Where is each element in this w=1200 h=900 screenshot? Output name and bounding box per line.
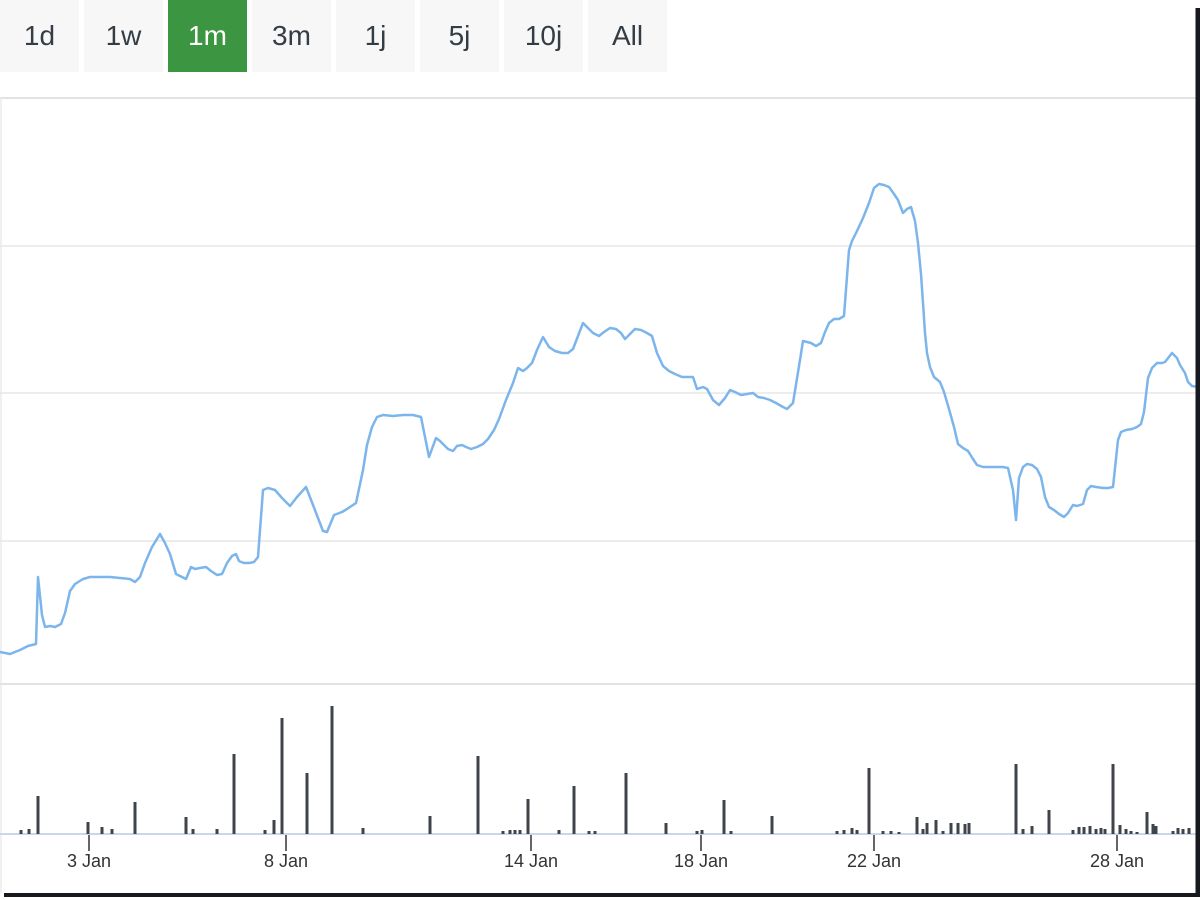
volume-bar xyxy=(593,831,597,834)
volume-bar xyxy=(508,830,512,834)
time-range-selector: 1d 1w 1m 3m 1j 5j 10j All xyxy=(0,0,667,72)
volume-bar xyxy=(842,830,846,834)
volume-bar xyxy=(1118,825,1122,834)
volume-bar xyxy=(27,829,31,834)
volume-bar xyxy=(232,754,236,834)
volume-bar xyxy=(587,831,591,834)
volume-bar xyxy=(934,820,938,834)
range-button-5j[interactable]: 5j xyxy=(420,0,499,72)
volume-bar xyxy=(133,802,137,834)
volume-bar xyxy=(191,829,195,834)
volume-bar xyxy=(1151,824,1155,834)
volume-bar xyxy=(700,830,704,834)
volume-bar xyxy=(897,832,901,834)
volume-bar xyxy=(215,829,219,834)
x-axis-label-1: 8 Jan xyxy=(263,851,309,871)
x-axis-label-2: 14 Jan xyxy=(503,851,559,871)
volume-bar xyxy=(729,831,733,834)
volume-bar xyxy=(184,817,188,834)
volume-bar xyxy=(835,831,839,834)
range-button-3m[interactable]: 3m xyxy=(252,0,331,72)
volume-bar xyxy=(722,800,726,834)
volume-bar xyxy=(1135,832,1139,834)
volume-bar xyxy=(664,823,668,834)
range-button-10j[interactable]: 10j xyxy=(504,0,583,72)
volume-bar xyxy=(1088,826,1092,834)
volume-bar xyxy=(518,830,522,834)
volume-bar xyxy=(1021,829,1025,834)
volume-bar xyxy=(850,828,854,834)
volume-bar xyxy=(925,823,929,834)
volume-bar xyxy=(361,828,365,834)
volume-bar xyxy=(526,799,530,834)
volume-bar xyxy=(949,823,953,834)
range-button-1d[interactable]: 1d xyxy=(0,0,79,72)
volume-bar xyxy=(941,831,945,834)
range-button-all[interactable]: All xyxy=(588,0,667,72)
volume-bar xyxy=(1145,812,1149,834)
volume-bar xyxy=(1030,826,1034,834)
volume-bar xyxy=(330,706,334,834)
x-axis-label-0: 3 Jan xyxy=(66,851,112,871)
x-axis-label-3: 18 Jan xyxy=(673,851,729,871)
volume-bar xyxy=(921,829,925,834)
volume-bar xyxy=(881,831,885,834)
volume-bar xyxy=(501,831,505,834)
volume-bar xyxy=(1014,764,1018,834)
volume-bar xyxy=(1181,829,1185,834)
volume-bar xyxy=(1111,764,1115,834)
volume-bar xyxy=(263,830,267,834)
volume-bar xyxy=(476,756,480,834)
x-axis-label-4: 22 Jan xyxy=(846,851,902,871)
volume-bar xyxy=(1099,828,1103,834)
volume-bar xyxy=(963,824,967,834)
volume-bar xyxy=(624,773,628,834)
volume-bar xyxy=(572,786,576,834)
volume-bar xyxy=(36,796,40,834)
volume-bar xyxy=(1124,829,1128,834)
frame-bottom-border xyxy=(4,893,1200,897)
volume-bar xyxy=(513,830,517,834)
volume-bar xyxy=(889,831,893,834)
volume-bar xyxy=(1082,827,1086,834)
volume-bar xyxy=(110,829,114,834)
range-button-1w[interactable]: 1w xyxy=(84,0,163,72)
volume-bar xyxy=(1187,828,1191,834)
volume-bar xyxy=(1077,827,1081,834)
volume-bar xyxy=(770,816,774,834)
volume-bar xyxy=(1171,831,1175,834)
volume-bar xyxy=(428,816,432,834)
volume-bar xyxy=(100,827,104,834)
volume-bar xyxy=(956,823,960,834)
volume-bar xyxy=(272,820,276,834)
range-button-1j[interactable]: 1j xyxy=(336,0,415,72)
volume-bar xyxy=(1129,831,1133,834)
volume-bar xyxy=(855,830,859,834)
frame-right-border xyxy=(1195,8,1200,897)
volume-bar xyxy=(305,773,309,834)
volume-bar xyxy=(967,823,971,834)
volume-bar xyxy=(280,718,284,834)
volume-bar xyxy=(867,768,871,834)
volume-bar xyxy=(1047,810,1051,834)
volume-bar xyxy=(86,822,90,834)
volume-bar xyxy=(1103,829,1107,834)
volume-bar xyxy=(1071,830,1075,834)
volume-bar xyxy=(1094,829,1098,834)
volume-bar xyxy=(1154,826,1158,834)
range-button-1m[interactable]: 1m xyxy=(168,0,247,72)
volume-bar xyxy=(695,831,699,834)
x-axis-label-5: 28 Jan xyxy=(1089,851,1145,871)
volume-bar xyxy=(557,830,561,834)
volume-bar xyxy=(1176,828,1180,834)
volume-bar xyxy=(19,830,23,834)
price-line-series[interactable] xyxy=(0,182,1200,656)
volume-bar xyxy=(915,817,919,834)
